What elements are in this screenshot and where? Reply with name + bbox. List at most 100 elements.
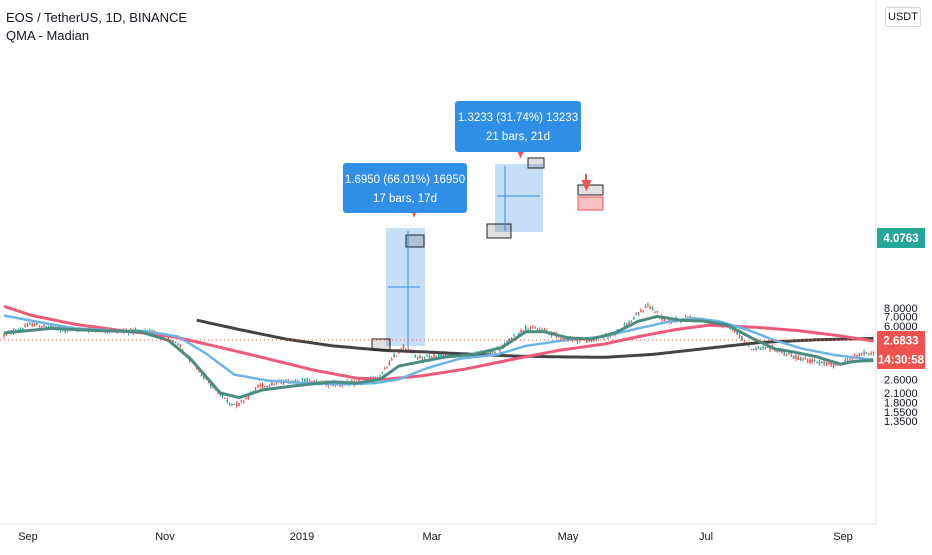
- candle-body: [273, 383, 276, 385]
- candle-body: [440, 353, 442, 358]
- candle-body: [644, 306, 647, 309]
- candle-body: [630, 320, 633, 323]
- last-price-label-text: 4.0763: [883, 233, 918, 245]
- x-tick-label: Sep: [833, 531, 853, 543]
- moving-averages: [3, 304, 874, 400]
- candle: [684, 314, 687, 318]
- candle-body: [177, 343, 179, 345]
- candle-body: [428, 355, 431, 358]
- candle-body: [202, 376, 205, 379]
- candle-body: [421, 357, 424, 359]
- candle-body: [426, 355, 428, 357]
- candle: [750, 348, 753, 351]
- candle-body: [358, 380, 360, 382]
- candle-body: [868, 353, 870, 355]
- candle: [26, 322, 29, 328]
- candle: [416, 356, 419, 361]
- candle-body: [226, 399, 229, 402]
- candle-body: [381, 372, 384, 374]
- candle-body: [858, 354, 861, 356]
- candle-body: [266, 386, 268, 388]
- candle-body: [586, 340, 588, 343]
- candle-body: [743, 342, 746, 344]
- candle-body: [247, 395, 250, 398]
- candle-body: [38, 326, 41, 328]
- candle: [19, 327, 22, 331]
- candle-body: [435, 355, 438, 357]
- candle-body: [738, 334, 741, 338]
- callouts: 1.6950 (66.01%) 16950 17 bars, 17d 1.3233 …: [343, 101, 925, 369]
- candle: [788, 352, 790, 355]
- candle-body: [684, 316, 687, 318]
- candle-body: [783, 352, 785, 355]
- candle: [804, 356, 807, 360]
- candle-body: [228, 402, 231, 404]
- candle: [623, 322, 626, 327]
- candle-body: [788, 352, 790, 355]
- candle: [268, 384, 271, 388]
- candle-body: [52, 326, 55, 328]
- candle: [863, 349, 865, 356]
- candle-body: [214, 389, 217, 391]
- candle-body: [313, 380, 315, 384]
- candle: [635, 311, 637, 316]
- candle-body: [24, 324, 26, 328]
- marker-box: [371, 338, 391, 351]
- down-arrow-marker: [581, 174, 592, 192]
- candle: [224, 397, 226, 400]
- candle: [235, 400, 238, 409]
- countdown-label-bg: [877, 350, 925, 369]
- candle: [628, 320, 630, 325]
- candle: [738, 333, 741, 339]
- candle: [240, 399, 243, 404]
- candle-body: [332, 385, 334, 387]
- currency-button[interactable]: USDT: [885, 7, 921, 27]
- countdown-label-text: 14:30:58: [878, 355, 925, 367]
- candle: [259, 382, 261, 389]
- marker-box: [405, 234, 425, 248]
- candle: [858, 352, 861, 358]
- candle-body: [414, 355, 417, 358]
- current-price-label-bg: [877, 331, 925, 350]
- candle-body: [3, 334, 5, 337]
- candle-body: [33, 323, 36, 326]
- candle-body: [219, 395, 221, 397]
- candle: [395, 355, 398, 357]
- candle-body: [207, 382, 210, 384]
- candle-body: [174, 342, 177, 344]
- candle: [647, 302, 649, 308]
- candle: [654, 310, 656, 314]
- candle: [642, 309, 644, 313]
- candle-body: [395, 355, 398, 357]
- axes: 8.00007.00006.00005.00003.40002.60002.10…: [0, 0, 918, 543]
- candle-body: [536, 329, 539, 331]
- symbol-title[interactable]: EOS / TetherUS, 1D, BINANCE: [6, 10, 188, 25]
- candle-body: [221, 394, 224, 397]
- candle: [802, 356, 804, 361]
- candle: [174, 341, 177, 344]
- candle-body: [499, 349, 501, 351]
- candle: [31, 322, 33, 328]
- indicator-legend[interactable]: QMA - Madian: [6, 28, 90, 43]
- countdown-label: 14:30:58: [877, 350, 925, 369]
- measure-callout-line1: 1.6950 (66.01%) 16950: [345, 174, 465, 186]
- candle: [597, 339, 600, 341]
- candle-body: [865, 351, 868, 354]
- candle-body: [510, 337, 513, 341]
- candle: [45, 325, 48, 328]
- candle-body: [508, 338, 511, 342]
- candle: [435, 355, 438, 357]
- candle: [651, 306, 654, 311]
- candle: [755, 346, 757, 351]
- candle-body: [762, 346, 764, 348]
- candle: [228, 402, 231, 406]
- candle: [865, 351, 868, 354]
- marker-box: [527, 157, 545, 169]
- candle: [273, 383, 276, 386]
- candle-body: [268, 385, 271, 387]
- candle-body: [757, 346, 760, 348]
- candle: [872, 351, 875, 356]
- candle-body: [235, 402, 238, 406]
